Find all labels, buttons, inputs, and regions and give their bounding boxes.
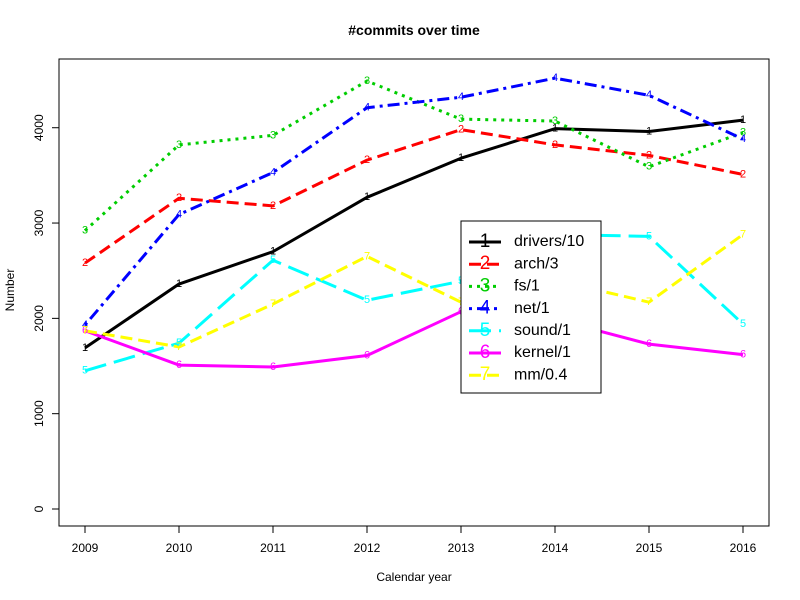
x-tick-label: 2014 [542,541,569,555]
data-point-marker: 6 [740,348,746,360]
data-point-marker: 1 [364,191,370,203]
data-point-marker: 2 [82,257,88,269]
data-point-marker: 3 [740,126,746,138]
data-point-marker: 1 [458,152,464,164]
data-point-marker: 3 [82,225,88,237]
data-point-marker: 4 [740,133,746,145]
data-point-marker: 3 [176,139,182,151]
data-point-marker: 2 [458,124,464,136]
series-line-5 [84,232,745,373]
legend-label: fs/1 [514,278,540,295]
legend-label: net/1 [514,300,550,317]
data-point-marker: 3 [458,113,464,125]
data-point-marker: 5 [176,337,182,349]
data-point-marker: 4 [270,166,276,178]
data-point-marker: 2 [364,154,370,166]
data-point-marker: 6 [270,361,276,373]
x-tick-label: 2009 [72,541,99,555]
x-tick-label: 2011 [260,541,286,555]
x-tick-label: 2013 [448,541,475,555]
legend-label: arch/3 [514,255,559,272]
data-point-marker: 2 [552,139,558,151]
legend-marker: 2 [480,253,491,274]
legend-marker: 5 [480,320,491,341]
data-point-marker: 1 [552,123,558,135]
data-point-marker: 1 [646,125,652,137]
data-point-marker: 1 [82,342,88,354]
y-tick-label: 0 [32,505,46,512]
legend-marker: 3 [480,275,491,296]
data-point-marker: 3 [552,115,558,127]
data-point-marker: 4 [552,72,558,84]
legend-label: kernel/1 [514,344,571,361]
data-point-marker: 7 [82,325,88,337]
data-point-marker: 1 [270,246,276,258]
series-lines [83,76,745,373]
legend-box [460,220,602,394]
series-markers: 1111111122222222333333334444444455555555… [82,72,746,377]
x-tick-label: 2010 [166,541,193,555]
data-point-marker: 4 [646,89,652,101]
data-point-marker: 3 [364,75,370,87]
y-tick-label: 3000 [32,209,46,236]
series-line-4 [83,76,744,327]
x-axis-label: Calendar year [376,570,451,584]
y-tick-label: 4000 [32,114,46,141]
data-point-marker: 4 [82,319,88,331]
legend-label: drivers/10 [514,233,584,250]
series-line-6 [84,310,744,369]
data-point-marker: 1 [740,114,746,126]
x-tick-label: 2012 [354,541,381,555]
data-point-marker: 3 [270,129,276,141]
data-point-marker: 6 [364,349,370,361]
data-point-marker: 2 [270,200,276,212]
y-tick-label: 1000 [32,400,46,427]
data-point-marker: 2 [646,149,652,161]
data-point-marker: 6 [82,325,88,337]
data-point-marker: 7 [646,296,652,308]
data-point-marker: 6 [646,338,652,350]
legend-marker: 6 [480,342,491,363]
y-axis-label: Number [3,269,17,312]
data-point-marker: 2 [176,192,182,204]
data-point-marker: 1 [176,278,182,290]
data-point-marker: 5 [270,254,276,266]
series-line-1 [84,118,744,350]
data-point-marker: 5 [364,294,370,306]
legend-marker: 1 [480,231,491,252]
data-point-marker: 4 [364,102,370,114]
data-point-marker: 4 [458,91,464,103]
x-tick-label: 2016 [730,541,757,555]
data-point-marker: 7 [364,250,370,262]
legend-label: sound/1 [514,322,571,339]
series-line-7 [84,233,744,349]
data-point-marker: 7 [740,228,746,240]
data-point-marker: 5 [740,318,746,330]
axes: 2009 2010 2011 2012 2013 2014 2015 2016 0 1000 200… [32,114,756,555]
legend-label: mm/0.4 [514,366,567,383]
data-point-marker: 7 [176,341,182,353]
data-point-marker: 3 [646,161,652,173]
data-point-marker: 5 [646,230,652,242]
data-point-marker: 7 [270,298,276,310]
x-tick-label: 2015 [636,541,663,555]
data-point-marker: 6 [176,359,182,371]
data-point-marker: 2 [740,168,746,180]
legend-marker: 4 [480,298,491,319]
legend: 1 drivers/10 2 arch/3 3 fs/1 4 net/1 5 sound/1 6 ke… [460,220,602,394]
data-point-marker: 5 [82,365,88,377]
legend-marker: 7 [480,364,491,385]
series-line-2 [84,128,744,265]
chart-title: #commits over time [348,22,480,38]
y-tick-label: 2000 [32,305,46,332]
data-point-marker: 4 [176,208,182,220]
